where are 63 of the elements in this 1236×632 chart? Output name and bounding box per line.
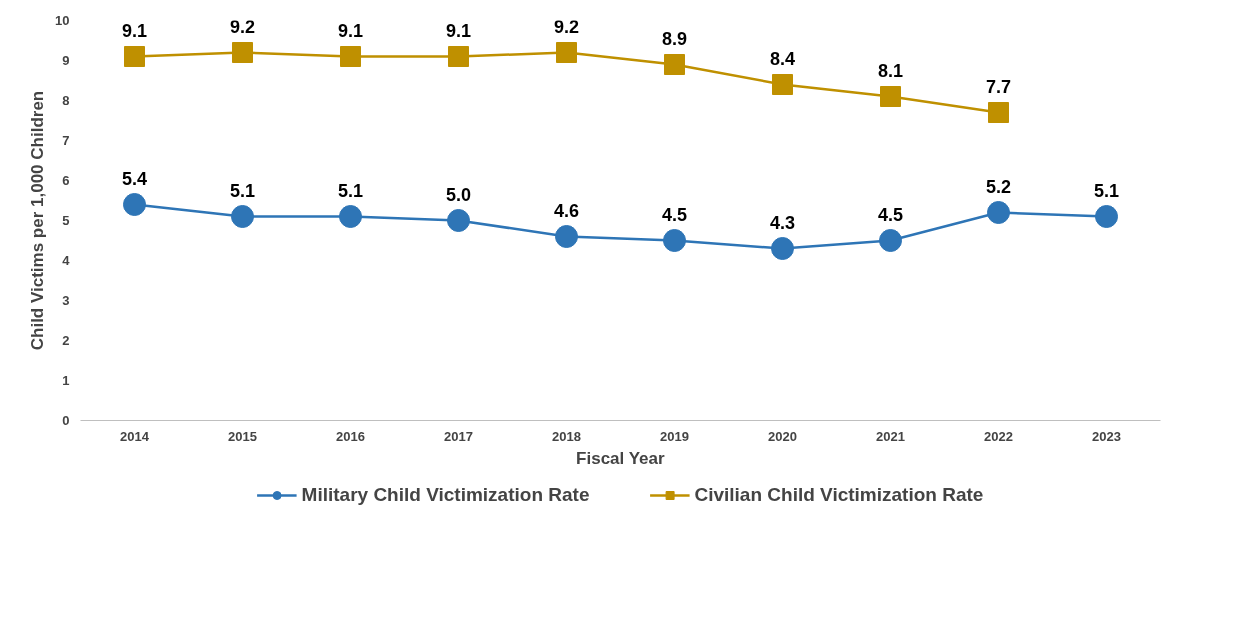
x-tick-label: 2021: [876, 428, 905, 444]
data-label: 9.2: [553, 16, 580, 37]
point: [879, 229, 902, 252]
data-label: 9.1: [121, 20, 148, 41]
x-tick-label: 2022: [984, 428, 1013, 444]
data-label: 5.0: [445, 184, 472, 205]
point: [664, 54, 685, 75]
data-label: 8.4: [769, 48, 796, 69]
point: [447, 209, 470, 232]
data-label: 4.3: [769, 212, 796, 233]
x-tick-label: 2018: [552, 428, 581, 444]
point: [232, 42, 253, 63]
y-tick-label: 3: [62, 293, 70, 308]
point: [340, 46, 361, 67]
point: [339, 205, 362, 228]
y-tick-label: 8: [62, 93, 70, 108]
y-tick-label: 0: [62, 413, 70, 428]
data-label: 7.7: [985, 76, 1012, 97]
data-label: 5.1: [229, 180, 256, 201]
y-tick-label: 9: [62, 53, 70, 68]
point: [988, 102, 1009, 123]
x-tick-label: 2019: [660, 428, 689, 444]
data-label: 4.6: [553, 200, 580, 221]
x-tick-label: 2023: [1092, 428, 1121, 444]
y-axis-title: Child Victims per 1,000 Children: [28, 90, 48, 351]
x-tick-label: 2017: [444, 428, 473, 444]
y-tick-label: 1: [62, 373, 70, 388]
data-label: 5.1: [337, 180, 364, 201]
data-label: 4.5: [661, 204, 688, 225]
data-label: 9.1: [337, 20, 364, 41]
y-tick-label: 6: [62, 173, 70, 188]
x-axis-title: Fiscal Year: [576, 448, 665, 468]
x-tick-label: 2016: [336, 428, 365, 444]
point: [987, 201, 1010, 224]
point: [663, 229, 686, 252]
point: [772, 74, 793, 95]
data-label: 5.1: [1093, 180, 1120, 201]
point: [880, 86, 901, 107]
x-tick-label: 2020: [768, 428, 797, 444]
data-label: 8.1: [877, 60, 904, 81]
legend-label: Civilian Child Victimization Rate: [694, 484, 984, 506]
y-tick-label: 7: [62, 133, 70, 148]
data-label: 9.2: [229, 16, 256, 37]
point: [448, 46, 469, 67]
data-label: 4.5: [877, 204, 904, 225]
y-tick-label: 4: [62, 253, 71, 268]
point: [556, 42, 577, 63]
x-tick-label: 2014: [120, 428, 150, 444]
x-tick-label: 2015: [228, 428, 257, 444]
data-label: 8.9: [661, 28, 688, 49]
y-tick-label: 10: [55, 13, 70, 28]
data-label: 5.4: [121, 168, 148, 189]
y-tick-label: 2: [62, 333, 70, 348]
point: [555, 225, 578, 248]
point: [771, 237, 794, 260]
point: [1095, 205, 1118, 228]
y-tick-label: 5: [62, 213, 70, 228]
data-label: 5.2: [985, 176, 1012, 197]
legend-label: Military Child Victimization Rate: [301, 484, 590, 506]
point: [124, 46, 145, 67]
point: [231, 205, 254, 228]
point: [123, 193, 146, 216]
data-label: 9.1: [445, 20, 472, 41]
